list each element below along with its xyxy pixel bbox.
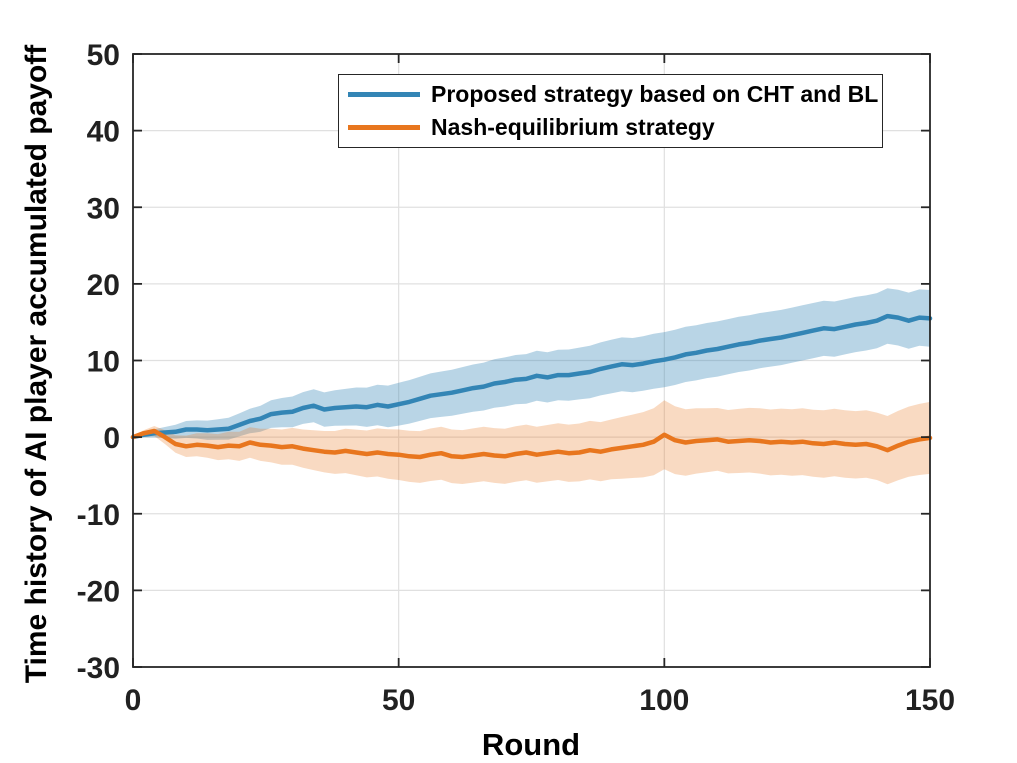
x-tick-label: 50 bbox=[382, 684, 415, 717]
x-tick-label: 150 bbox=[905, 684, 955, 717]
y-tick-label: 50 bbox=[87, 39, 120, 72]
x-tick-label: 0 bbox=[125, 684, 142, 717]
x-axis-label: Round bbox=[481, 727, 581, 762]
y-tick-label: 30 bbox=[87, 192, 120, 225]
legend-label-nash: Nash-equilibrium strategy bbox=[431, 113, 715, 140]
y-tick-label: 10 bbox=[87, 346, 120, 379]
y-tick-label: 0 bbox=[103, 422, 120, 455]
nash-strategy-line-sample bbox=[348, 125, 420, 130]
y-tick-label: -30 bbox=[77, 652, 120, 685]
legend-item-nash: Nash-equilibrium strategy bbox=[348, 113, 882, 141]
proposed-strategy-line-sample bbox=[348, 92, 420, 97]
proposed-strategy-line bbox=[130, 313, 933, 440]
y-tick-label: -20 bbox=[77, 575, 120, 608]
y-axis-label: Time history of AI player accumulated pa… bbox=[20, 44, 53, 684]
legend: Proposed strategy based on CHT and BL Na… bbox=[338, 74, 883, 148]
y-tick-label: 20 bbox=[87, 269, 120, 302]
x-tick-label: 100 bbox=[639, 684, 689, 717]
y-tick-label: 40 bbox=[87, 116, 120, 149]
legend-item-proposed: Proposed strategy based on CHT and BL bbox=[348, 80, 882, 108]
nash-strategy-line bbox=[130, 428, 933, 460]
legend-label-proposed: Proposed strategy based on CHT and BL bbox=[431, 80, 879, 107]
proposed-strategy-band bbox=[133, 288, 930, 440]
nash-strategy-band bbox=[133, 400, 930, 485]
y-tick-label: -10 bbox=[77, 499, 120, 532]
